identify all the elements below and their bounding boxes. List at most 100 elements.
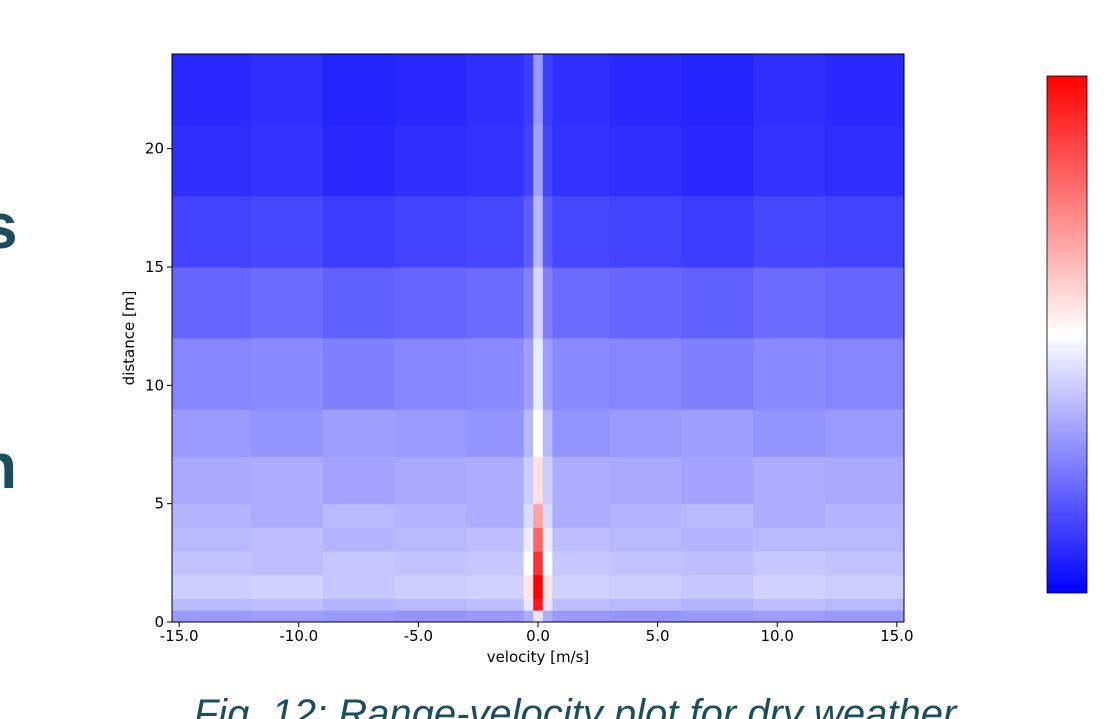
heatmap-cell (552, 598, 611, 611)
heatmap-cell (825, 503, 905, 528)
heatmap-cell (552, 267, 611, 339)
heatmap-cell (542, 54, 553, 126)
heatmap-cell (172, 574, 252, 599)
heatmap-cell (753, 267, 826, 339)
heatmap-cell (542, 503, 553, 528)
heatmap-cell (542, 338, 553, 410)
heatmap-cell (250, 610, 324, 623)
heatmap-cell (322, 456, 395, 505)
heatmap-cell (533, 610, 544, 623)
heatmap-cell (681, 196, 754, 268)
heatmap-cell (466, 267, 525, 339)
heatmap-cell (250, 598, 324, 611)
x-tick-label: -10.0 (279, 627, 318, 645)
heatmap-cell (552, 338, 611, 410)
y-tick-label: 0 (154, 613, 164, 631)
heatmap-cell (753, 610, 826, 623)
heatmap-cell (552, 196, 611, 268)
heatmap-cell (250, 456, 324, 505)
heatmap-cell (753, 598, 826, 611)
heatmap-cell (681, 267, 754, 339)
heatmap-cell (394, 125, 467, 197)
heatmap-cell (552, 54, 611, 126)
heatmap-cell (466, 196, 525, 268)
heatmap-cell (552, 551, 611, 576)
heatmap-cell (394, 338, 467, 410)
heatmap-cell (394, 196, 467, 268)
heatmap-cell (523, 503, 534, 528)
heatmap-cell (609, 503, 683, 528)
heatmap-cell (681, 409, 754, 457)
y-tick-label: 15 (145, 258, 164, 276)
heatmap-cell (250, 409, 324, 457)
heatmap-cell (322, 409, 395, 457)
heatmap-cell (523, 551, 534, 576)
heatmap-cell (322, 503, 395, 528)
slide-fragment: n (0, 430, 17, 502)
x-tick-label: 0.0 (526, 627, 550, 645)
heatmap-cell (753, 503, 826, 528)
heatmap-cell (533, 125, 544, 197)
heatmap-cell (172, 196, 252, 268)
heatmap-cells (172, 54, 905, 623)
heatmap-cell (322, 598, 395, 611)
heatmap-cell (466, 551, 525, 576)
heatmap-cell (533, 551, 544, 576)
heatmap-cell (825, 610, 905, 623)
heatmap-cell (542, 527, 553, 552)
heatmap-cell (250, 267, 324, 339)
heatmap-cell (250, 503, 324, 528)
heatmap-cell (825, 574, 905, 599)
heatmap-cell (523, 527, 534, 552)
heatmap-cell (394, 267, 467, 339)
heatmap-cell (825, 527, 905, 552)
heatmap-cell (322, 574, 395, 599)
y-tick-label: 5 (154, 495, 164, 513)
heatmap-cell (523, 598, 534, 611)
heatmap-cell (533, 456, 544, 505)
heatmap-cell (394, 54, 467, 126)
heatmap-cell (466, 54, 525, 126)
heatmap-cell (172, 551, 252, 576)
heatmap-cell (825, 125, 905, 197)
heatmap-cell (825, 267, 905, 339)
heatmap-cell (533, 54, 544, 126)
heatmap-cell (542, 267, 553, 339)
heatmap-cell (753, 196, 826, 268)
heatmap-cell (523, 267, 534, 339)
heatmap-cell (542, 610, 553, 623)
heatmap-cell (609, 409, 683, 457)
heatmap-cell (825, 551, 905, 576)
heatmap-cell (609, 610, 683, 623)
heatmap-cell (322, 551, 395, 576)
heatmap-cell (394, 574, 467, 599)
heatmap-cell (542, 598, 553, 611)
heatmap-cell (609, 338, 683, 410)
x-tick-label: -5.0 (404, 627, 433, 645)
heatmap-cell (466, 527, 525, 552)
heatmap-cell (681, 610, 754, 623)
heatmap-cell (172, 338, 252, 410)
heatmap-cell (394, 610, 467, 623)
heatmap-cell (322, 54, 395, 126)
heatmap-cell (466, 338, 525, 410)
heatmap-cell (753, 551, 826, 576)
heatmap-cell (533, 503, 544, 528)
x-axis-label: velocity [m/s] (487, 648, 590, 666)
heatmap-cell (825, 196, 905, 268)
heatmap-cell (609, 598, 683, 611)
heatmap-cell (681, 598, 754, 611)
heatmap-cell (466, 125, 525, 197)
heatmap-cell (533, 267, 544, 339)
heatmap-cell (466, 409, 525, 457)
heatmap-cell (394, 409, 467, 457)
slide-fragment: s (0, 190, 18, 262)
heatmap-cell (753, 456, 826, 505)
heatmap-cell (523, 409, 534, 457)
heatmap-cell (533, 338, 544, 410)
heatmap-cell (394, 598, 467, 611)
heatmap-cell (172, 54, 252, 126)
heatmap-cell (542, 574, 553, 599)
heatmap-cell (322, 527, 395, 552)
heatmap-cell (825, 338, 905, 410)
